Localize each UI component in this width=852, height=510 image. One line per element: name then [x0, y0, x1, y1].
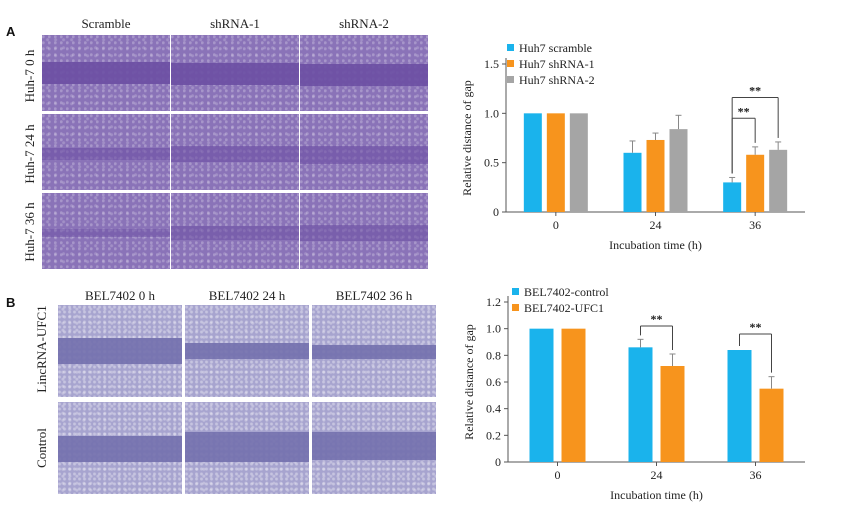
y-axis-title: Relative distance of gap	[462, 324, 476, 440]
bar	[523, 113, 542, 212]
bar	[546, 113, 565, 212]
panel-a-label: A	[6, 24, 16, 39]
bar	[561, 328, 586, 462]
y-tick-label: 0	[495, 455, 501, 469]
col-label-bel7402-36h: BEL7402 36 h	[335, 288, 413, 303]
x-axis-title: Incubation time (h)	[610, 488, 703, 502]
significance-label: **	[738, 104, 750, 118]
x-axis-title: Incubation time (h)	[609, 238, 702, 252]
x-tick-label: 36	[749, 218, 761, 232]
bar	[723, 182, 742, 212]
micrograph-huh7-shrna1-24h	[171, 114, 299, 190]
significance-label: **	[750, 320, 762, 334]
legend-swatch	[512, 288, 519, 295]
legend-swatch	[507, 60, 514, 67]
significance-label: **	[749, 84, 761, 98]
micrograph-bel7402-ufc1-24h	[185, 305, 309, 397]
micrograph-huh7-shrna2-36h	[300, 193, 428, 269]
x-tick-label: 0	[553, 218, 559, 232]
x-tick-label: 24	[650, 218, 662, 232]
bar	[669, 129, 688, 212]
x-tick-label: 0	[555, 468, 561, 482]
legend-label: Huh7 shRNA-2	[519, 73, 595, 87]
col-label-shrna1: shRNA-1	[210, 16, 260, 31]
bar	[727, 350, 752, 462]
micrograph-huh7-shrna1-36h	[171, 193, 299, 269]
x-tick-label: 24	[651, 468, 663, 482]
y-tick-label: 1.2	[486, 295, 501, 309]
bar	[628, 347, 653, 462]
significance-label: **	[651, 312, 663, 326]
y-tick-label: 1.0	[484, 106, 499, 120]
legend-label: BEL7402-UFC1	[524, 301, 604, 315]
legend-swatch	[512, 304, 519, 311]
y-tick-label: 1.5	[484, 57, 499, 71]
bar	[646, 139, 665, 212]
bar	[623, 152, 642, 212]
legend-label: BEL7402-control	[524, 285, 609, 299]
bar	[769, 149, 788, 212]
panel-b-label: B	[6, 295, 16, 310]
row-label-control: Control	[34, 428, 49, 468]
col-label-bel7402-24h: BEL7402 24 h	[208, 288, 286, 303]
micrograph-bel7402-control-24h	[185, 402, 309, 494]
legend-label: Huh7 shRNA-1	[519, 57, 595, 71]
col-label-scramble: Scramble	[81, 16, 131, 31]
row-label-huh7-0h: Huh-7 0 h	[22, 49, 37, 103]
micrograph-huh7-shrna2-0h	[300, 35, 428, 111]
legend-swatch	[507, 76, 514, 83]
micrograph-huh7-scramble-24h	[42, 114, 170, 190]
micrograph-bel7402-ufc1-0h	[58, 305, 182, 397]
micrograph-huh7-scramble-0h	[42, 35, 170, 111]
y-tick-label: 0.4	[486, 402, 501, 416]
legend-label: Huh7 scramble	[519, 41, 592, 55]
legend-swatch	[507, 44, 514, 51]
y-tick-label: 0.2	[486, 428, 501, 442]
y-axis-title: Relative distance of gap	[460, 80, 474, 196]
x-tick-label: 36	[750, 468, 762, 482]
chart-b: 0 0.2 0.4 0.6 0.8 1.0 1.2 0 24 36 Incubation time …	[462, 285, 805, 502]
micrograph-bel7402-ufc1-36h	[312, 305, 436, 397]
y-tick-label: 0	[493, 205, 499, 219]
y-tick-label: 0.8	[486, 348, 501, 362]
bar	[759, 388, 784, 462]
bar	[746, 154, 765, 212]
row-label-huh7-24h: Huh-7 24 h	[22, 124, 37, 184]
micrograph-huh7-shrna1-0h	[171, 35, 299, 111]
row-label-huh7-36h: Huh-7 36 h	[22, 202, 37, 262]
bar	[569, 113, 588, 212]
chart-a: 0 0.5 1.0 1.5 0 24 36 Incubation time (h) Relati…	[460, 41, 805, 252]
micrograph-huh7-shrna2-24h	[300, 114, 428, 190]
bar	[660, 366, 685, 462]
micrograph-huh7-scramble-36h	[42, 193, 170, 269]
micrograph-bel7402-control-36h	[312, 402, 436, 494]
y-tick-label: 0.6	[486, 375, 501, 389]
y-tick-label: 0.5	[484, 156, 499, 170]
col-label-shrna2: shRNA-2	[339, 16, 389, 31]
y-tick-label: 1.0	[486, 322, 501, 336]
col-label-bel7402-0h: BEL7402 0 h	[84, 288, 156, 303]
bar	[529, 328, 554, 462]
micrograph-bel7402-control-0h	[58, 402, 182, 494]
